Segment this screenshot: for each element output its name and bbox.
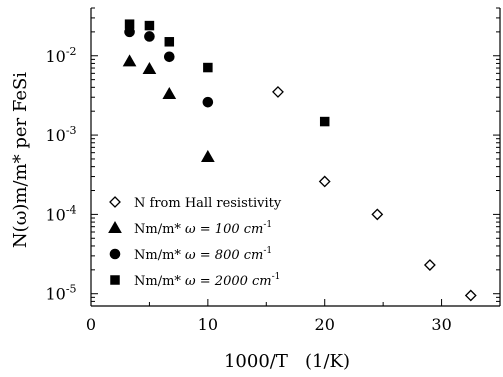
legend-marker [108, 220, 122, 233]
y-axis-title: N(ω)m/m* per FeSi [10, 72, 31, 248]
data-point [142, 62, 157, 75]
legend-marker [110, 275, 120, 285]
y-tick-label: 10-5 [45, 283, 76, 304]
data-point [144, 31, 155, 42]
x-tick-label: 30 [431, 315, 451, 334]
legend-label: Nm/m* ω = 800 cm-1 [134, 246, 272, 263]
data-point [163, 51, 175, 63]
legend-label: Nm/m* ω = 2000 cm-1 [134, 272, 280, 289]
data-point [319, 116, 330, 127]
x-tick-label: 20 [315, 315, 335, 334]
y-tick-label: 10-3 [45, 124, 76, 145]
legend: N from Hall resistivity Nm/m* ω = 100 cm-… [108, 196, 282, 289]
data-point [272, 86, 284, 98]
y-tick-label: 10-2 [45, 45, 76, 66]
x-axis-title: 1000/T (1/K) [224, 351, 350, 372]
legend-marker [109, 248, 121, 260]
data-point [203, 62, 213, 73]
legend-label: Nm/m* ω = 100 cm-1 [134, 220, 272, 237]
x-tick-label: 0 [86, 315, 96, 334]
ticks-layer: 0 10 20 30 10-5 10-4 10-3 10-2 [45, 7, 501, 334]
legend-marker [109, 196, 121, 208]
data-point [318, 175, 331, 188]
data-points-layer [122, 19, 477, 302]
data-point [124, 19, 135, 29]
data-point [202, 96, 214, 108]
data-point [200, 149, 215, 162]
legend-label: N from Hall resistivity [134, 196, 282, 211]
data-point [122, 54, 137, 67]
data-point [371, 208, 384, 221]
data-point [423, 259, 436, 271]
y-tick-label: 10-4 [45, 203, 76, 224]
data-point [464, 289, 477, 302]
x-tick-label: 10 [198, 315, 218, 334]
data-point [144, 20, 155, 31]
data-point [162, 86, 177, 99]
data-point [164, 37, 175, 47]
